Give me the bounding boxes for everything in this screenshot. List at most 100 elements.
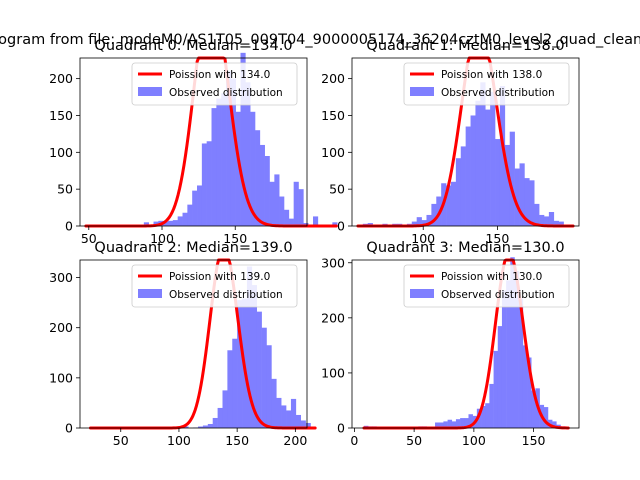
histogram-bar [431, 203, 437, 226]
histogram-bar [552, 421, 557, 428]
histogram-bar [455, 419, 461, 428]
y-tick-label: 50 [57, 182, 73, 197]
histogram-bar [235, 111, 241, 226]
histogram-bar [232, 338, 238, 428]
x-tick-label: 150 [223, 231, 247, 246]
histogram-bar [276, 397, 282, 428]
legend-poisson-label: Poission with 139.0 [169, 271, 270, 283]
histogram-bar [246, 266, 253, 428]
histogram-bar [543, 216, 550, 226]
histogram-bar [245, 82, 251, 226]
histogram-bar [501, 290, 507, 428]
histogram-bar [293, 181, 299, 226]
histogram-bar [177, 216, 183, 226]
quadrant-1-panel: 100 150 0 50 100 150 200 Quadrant 1: Median=138… [321, 38, 580, 246]
quadrant-title: Quadrant 3: Median=130.0 [366, 240, 564, 256]
legend-observed-swatch [138, 87, 162, 96]
histogram-bar [227, 350, 233, 428]
x-tick-label: 100 [411, 231, 435, 246]
histogram-bar [206, 141, 212, 226]
axes-frame [351, 259, 580, 429]
histogram-bar [288, 218, 294, 226]
histogram-bar [163, 221, 169, 226]
histogram-bar [202, 425, 209, 428]
histogram-bar [211, 108, 217, 226]
y-tick-label: 200 [49, 71, 73, 86]
histogram-bar [465, 126, 471, 226]
x-tick-label: 100 [150, 231, 174, 246]
histogram-bar [446, 185, 452, 226]
histogram-bar [439, 422, 444, 428]
histogram-bar [201, 143, 207, 226]
histogram-bar [182, 212, 188, 226]
histogram-bar [529, 180, 535, 226]
histogram-bar [475, 100, 481, 226]
histogram-bar [510, 257, 515, 428]
histogram-bar [281, 405, 287, 428]
histogram-bar [468, 414, 473, 428]
x-tick-label: 200 [283, 433, 307, 448]
histogram-bar [443, 421, 448, 428]
y-tick-label: 0 [65, 421, 73, 436]
y-tick-label: 150 [49, 108, 73, 123]
histogram-bar [514, 168, 520, 226]
histogram-bar [217, 407, 223, 428]
legend-box [131, 62, 298, 106]
histogram-bar [447, 419, 453, 428]
x-tick-label: 100 [167, 433, 191, 448]
histogram-bar [522, 345, 528, 428]
histogram-bar [504, 144, 511, 226]
histogram-bar [495, 139, 501, 226]
y-tick-label: 200 [321, 71, 345, 86]
histogram-bar [470, 115, 476, 226]
legend-observed-label: Observed distribution [441, 289, 555, 301]
quadrant-0-panel: 50 100 150 0 50 100 150 200 Quadrant 0: Median=1… [49, 38, 338, 246]
histogram-bar [261, 327, 267, 428]
histogram-bar [531, 390, 536, 428]
histogram-bar [300, 420, 306, 428]
figure-suptitle: Histogram from file: modeM0/AS1T05_009T0… [0, 32, 640, 48]
histogram-bar [192, 190, 198, 226]
histogram-bar [421, 220, 427, 226]
histogram-bar [514, 271, 519, 428]
histogram-bar [539, 214, 545, 226]
histogram-bar [509, 131, 515, 226]
y-tick-label: 300 [49, 270, 73, 285]
x-tick-label: 50 [113, 433, 129, 448]
histogram-bar [524, 178, 530, 226]
y-tick-label: 0 [65, 219, 73, 234]
histogram-bar [499, 86, 506, 226]
legend-poisson-label: Poission with 130.0 [441, 271, 542, 283]
y-tick-label: 200 [49, 320, 73, 335]
histogram-bar [332, 222, 338, 226]
histogram-bar [256, 311, 262, 428]
histogram-bar [455, 158, 462, 226]
quadrant-3-panel: 0 50 100 150 0 100 200 300 Quadrant 3: Median=13… [321, 240, 580, 448]
histogram-bar [259, 144, 265, 226]
x-tick-label: 0 [350, 433, 358, 448]
x-tick-label: 50 [406, 433, 422, 448]
histogram-bar [313, 216, 319, 226]
histogram-bar [295, 414, 302, 428]
histogram-bar [506, 280, 511, 428]
y-tick-label: 200 [321, 310, 345, 325]
histogram-bar [497, 326, 503, 428]
quadrant-title: Quadrant 0: Median=134.0 [94, 38, 292, 54]
histogram-bar [251, 285, 258, 428]
histogram-bar [212, 417, 218, 428]
histogram-bar [464, 418, 469, 428]
histogram-bar [240, 52, 246, 227]
histogram-bar [416, 217, 422, 226]
histogram-bar [226, 71, 232, 226]
histogram-bar [216, 98, 222, 226]
legend-box [403, 62, 570, 106]
legend-observed-label: Observed distribution [169, 87, 283, 99]
histogram-bar [221, 93, 227, 227]
histogram-bar [172, 220, 178, 226]
histogram-bar [168, 220, 174, 226]
histogram-bar [553, 220, 559, 226]
axes-frame [79, 259, 308, 429]
histogram-bar [435, 422, 440, 428]
histogram-bar [558, 221, 564, 226]
